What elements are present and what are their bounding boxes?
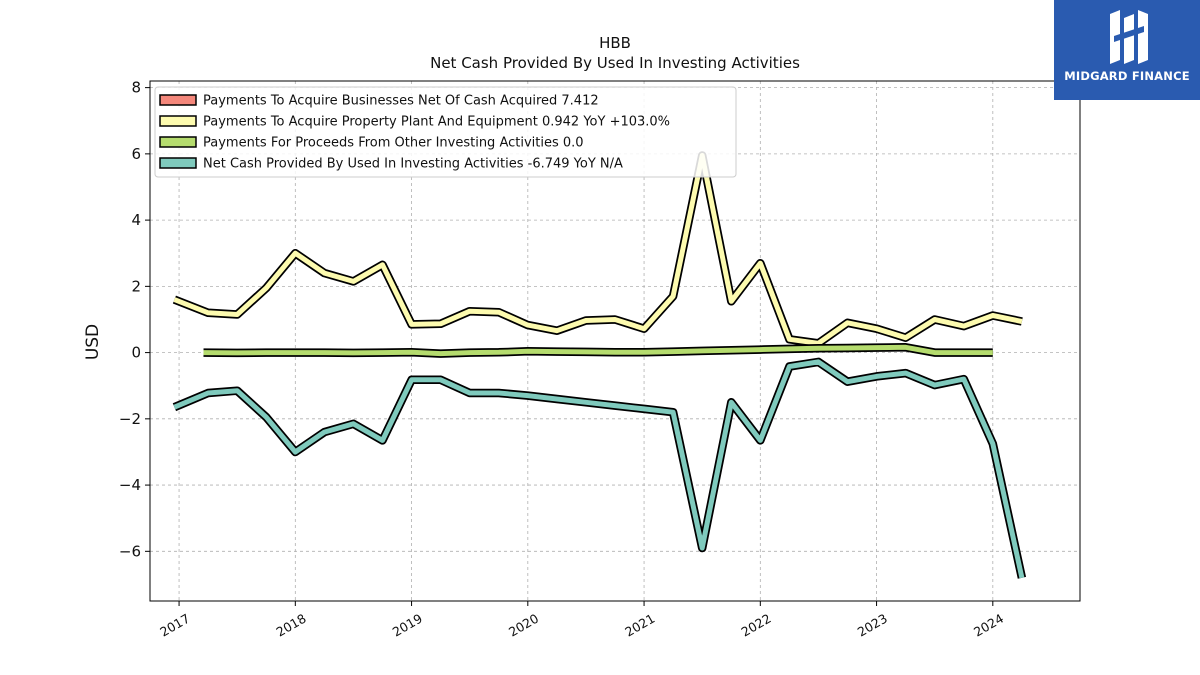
legend-box — [154, 86, 737, 178]
series-1-line — [173, 153, 1023, 346]
x-tick-label-3: 2020 — [506, 611, 541, 640]
x-tick-label-7: 2024 — [971, 611, 1006, 640]
x-tick-label-6: 2023 — [855, 611, 890, 640]
y-tick-label-2: −2 — [119, 410, 141, 428]
y-axis-label: USD — [83, 324, 103, 360]
y-axis: −6 −4 −2 0 2 4 6 8 — [119, 79, 150, 560]
y-tick-label-5: 4 — [131, 211, 141, 229]
brand-name: MIDGARD FINANCE — [1064, 69, 1190, 83]
legend-label-1: Payments To Acquire Property Plant And E… — [203, 115, 670, 130]
legend-label-0: Payments To Acquire Businesses Net Of Ca… — [203, 94, 599, 109]
series-1-outline — [172, 151, 1023, 348]
brand-mark-icon — [1110, 10, 1148, 64]
y-tick-label-4: 2 — [131, 277, 141, 295]
series-2-line — [203, 344, 993, 357]
x-axis: 2017 2018 2019 2020 2021 2022 2023 2024 — [157, 601, 1006, 640]
y-tick-label-0: −6 — [119, 542, 141, 560]
legend-swatch-1 — [159, 115, 197, 127]
legend-label-2: Payments For Proceeds From Other Investi… — [203, 136, 584, 151]
legend-swatch-3 — [159, 157, 197, 169]
y-tick-label-1: −4 — [119, 476, 141, 494]
legend-swatch-2 — [159, 136, 197, 148]
legend-swatch-0 — [159, 94, 197, 106]
x-tick-label-4: 2021 — [622, 611, 657, 640]
series-3-line — [173, 359, 1025, 579]
brand-logo: MIDGARD FINANCE — [1054, 0, 1200, 100]
y-tick-label-7: 8 — [131, 79, 141, 97]
plot-frame — [149, 80, 1081, 602]
series-3-outline — [172, 357, 1027, 579]
chart-subtitle: Net Cash Provided By Used In Investing A… — [430, 54, 800, 72]
series-layer — [172, 151, 1027, 579]
x-tick-label-2: 2019 — [390, 611, 425, 640]
chart-title: HBB — [599, 34, 631, 52]
y-tick-label-6: 6 — [131, 145, 141, 163]
x-tick-label-0: 2017 — [157, 611, 192, 640]
y-tick-label-3: 0 — [131, 344, 141, 362]
legend: Payments To Acquire Businesses Net Of Ca… — [154, 86, 737, 178]
x-tick-label-1: 2018 — [274, 611, 309, 640]
x-tick-label-5: 2022 — [739, 611, 774, 640]
legend-label-3: Net Cash Provided By Used In Investing A… — [203, 157, 623, 172]
